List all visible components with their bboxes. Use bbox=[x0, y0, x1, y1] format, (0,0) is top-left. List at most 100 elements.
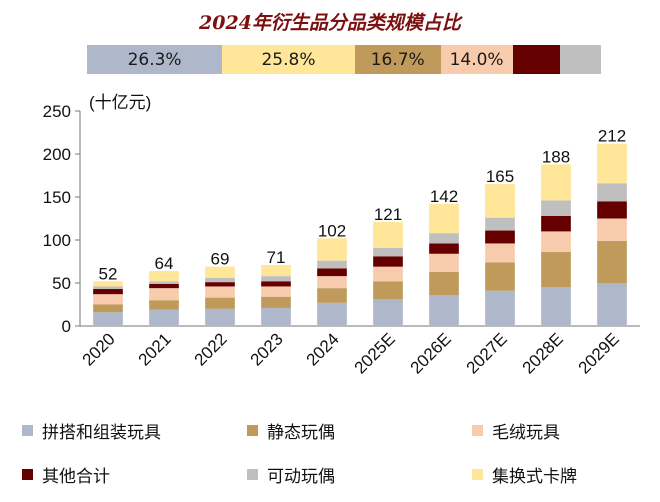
bar-total-label: 121 bbox=[374, 205, 402, 224]
legend-item: 静态玩偶 bbox=[247, 418, 335, 443]
bar-segment bbox=[485, 184, 515, 218]
bar-total-label: 188 bbox=[542, 147, 570, 166]
legend-item: 可动玩偶 bbox=[247, 462, 335, 487]
bar-segment bbox=[93, 286, 123, 290]
bar-segment bbox=[317, 238, 347, 261]
bar-segment bbox=[485, 243, 515, 263]
share-bar: 26.3% 25.8% 16.7% 14.0% bbox=[87, 45, 601, 74]
bar-segment bbox=[429, 253, 459, 272]
bar-segment bbox=[373, 281, 403, 300]
bar-segment bbox=[429, 243, 459, 254]
legend-label: 集换式卡牌 bbox=[492, 467, 577, 487]
share-segment bbox=[512, 45, 560, 74]
bar-segment bbox=[317, 268, 347, 277]
stacked-bar-chart: (十亿元) 0 50 100 150 200 250 52 64 69 71 102 121 142 1… bbox=[43, 93, 640, 378]
bar-segment bbox=[317, 288, 347, 303]
x-tick-label: 2026E bbox=[407, 329, 455, 377]
x-tick-label: 2021 bbox=[135, 329, 175, 369]
legend-label: 静态玩偶 bbox=[267, 423, 335, 443]
bar-segment bbox=[261, 296, 291, 308]
bar-segment bbox=[93, 304, 123, 313]
legend: 拼搭和组装玩具 静态玩偶 毛绒玩具其他合计 可动玩偶 集换式卡牌 bbox=[0, 412, 660, 502]
bar-segment bbox=[373, 256, 403, 267]
y-tick-label: 150 bbox=[43, 188, 71, 207]
legend-swatch bbox=[472, 425, 483, 436]
x-tick-label: 2022 bbox=[191, 329, 231, 369]
bar-segment bbox=[261, 307, 291, 326]
bar-total-label: 52 bbox=[99, 264, 118, 283]
bar-segment bbox=[541, 231, 571, 253]
x-tick-label: 2029E bbox=[575, 329, 623, 377]
legend-swatch bbox=[247, 425, 258, 436]
bar-segment bbox=[373, 266, 403, 282]
bar-segment bbox=[93, 281, 123, 287]
bar-segment bbox=[149, 270, 179, 282]
bar-total-label: 165 bbox=[486, 167, 514, 186]
bar-segment bbox=[429, 271, 459, 296]
chart-title: 2024年衍生品分品类规模占比 bbox=[199, 12, 461, 34]
legend-label: 其他合计 bbox=[42, 467, 110, 487]
bar-segment bbox=[597, 283, 627, 326]
x-tick-label: 2023 bbox=[247, 329, 287, 369]
bar-segment bbox=[93, 289, 123, 295]
bar-segment bbox=[205, 286, 235, 298]
bar-segment bbox=[261, 276, 291, 282]
bar-segment bbox=[261, 286, 291, 297]
bar-segment bbox=[373, 299, 403, 326]
bar-segment bbox=[541, 164, 571, 201]
share-segment: 25.8% bbox=[222, 45, 355, 74]
bar-segment bbox=[317, 302, 347, 326]
bar-segment bbox=[485, 262, 515, 291]
bar-segment bbox=[261, 281, 291, 287]
y-axis-ticks: 0 50 100 150 200 250 bbox=[43, 102, 80, 336]
bar-total-label: 142 bbox=[430, 187, 458, 206]
legend-swatch bbox=[22, 425, 33, 436]
bar-segment bbox=[205, 277, 235, 283]
x-tick-label: 2027E bbox=[463, 329, 511, 377]
legend-item: 其他合计 bbox=[22, 462, 110, 487]
bar-total-label: 69 bbox=[211, 250, 230, 269]
bar-total-label: 64 bbox=[155, 254, 174, 273]
bar-segment bbox=[93, 294, 123, 305]
x-tick-label: 2020 bbox=[79, 329, 119, 369]
x-axis-labels: 2020 2021 2022 2023 2024 2025E 2026E 2027E 2028E… bbox=[79, 329, 623, 377]
share-segment bbox=[559, 45, 601, 74]
bar-segment bbox=[149, 281, 179, 284]
y-axis-unit-label: (十亿元) bbox=[89, 93, 151, 112]
bar-segment bbox=[205, 308, 235, 326]
bar-segment bbox=[261, 264, 291, 277]
y-tick-label: 250 bbox=[43, 102, 71, 121]
legend-label: 可动玩偶 bbox=[267, 467, 335, 487]
legend-swatch bbox=[247, 469, 258, 480]
legend-swatch bbox=[22, 469, 33, 480]
legend-item: 拼搭和组装玩具 bbox=[22, 418, 161, 443]
bar-segment bbox=[597, 240, 627, 283]
total-labels: 52 64 69 71 102 121 142 165 188 212 bbox=[99, 127, 627, 284]
legend-item: 毛绒玩具 bbox=[472, 418, 560, 443]
bar-segment bbox=[317, 260, 347, 269]
bar-segment bbox=[597, 218, 627, 241]
bar-segment bbox=[149, 283, 179, 289]
bar-total-label: 102 bbox=[318, 221, 346, 240]
bar-segment bbox=[485, 230, 515, 244]
x-tick-label: 2028E bbox=[519, 329, 567, 377]
bar-total-label: 212 bbox=[598, 127, 626, 146]
bar-segment bbox=[205, 282, 235, 287]
bar-segment bbox=[149, 288, 179, 301]
bar-segment bbox=[205, 297, 235, 309]
bar-segment bbox=[541, 200, 571, 216]
legend-label: 拼搭和组装玩具 bbox=[42, 423, 161, 443]
legend-swatch bbox=[472, 469, 483, 480]
bar-segment bbox=[429, 203, 459, 234]
share-segment: 16.7% bbox=[354, 45, 441, 74]
bar-segment bbox=[93, 312, 123, 326]
bars bbox=[93, 143, 627, 326]
bar-segment bbox=[373, 221, 403, 248]
bar-segment bbox=[429, 233, 459, 244]
share-segment: 26.3% bbox=[87, 45, 223, 74]
bar-segment bbox=[485, 217, 515, 231]
legend-label: 毛绒玩具 bbox=[492, 423, 560, 443]
bar-segment bbox=[205, 266, 235, 278]
bar-segment bbox=[149, 300, 179, 310]
bar-total-label: 71 bbox=[267, 248, 286, 267]
